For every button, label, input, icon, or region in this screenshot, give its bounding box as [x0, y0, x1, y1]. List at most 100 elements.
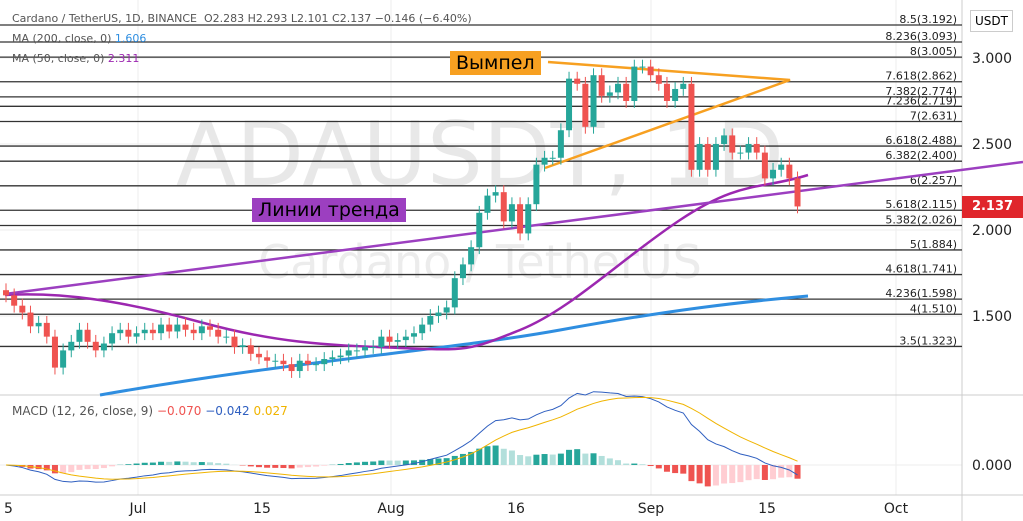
candle-body — [639, 66, 646, 68]
macd-histogram-bar — [704, 465, 711, 487]
candle-body — [672, 88, 679, 101]
candle-body — [729, 135, 736, 153]
macd-histogram-bar — [255, 465, 262, 468]
candle-body — [647, 66, 654, 76]
price-tick-label: 2.000 — [972, 223, 1012, 239]
candle-body — [125, 329, 132, 337]
candle-body — [362, 346, 369, 351]
time-tick-label: 15 — [758, 501, 776, 517]
candle-body — [109, 333, 116, 344]
time-tick-label: Jul — [129, 501, 147, 517]
candle-body — [370, 346, 377, 348]
legend-ma50: MA (50, close, 0) 2.311 — [12, 52, 140, 65]
candle-body — [337, 355, 344, 358]
candle-body — [158, 324, 165, 334]
macd-histogram-bar — [721, 465, 728, 484]
macd-histogram-bar — [647, 465, 654, 467]
candle-body — [141, 329, 148, 334]
candle-body — [76, 329, 83, 342]
candle-body — [11, 295, 18, 306]
candle-body — [508, 204, 515, 222]
fib-level-label: 4(1.510) — [910, 302, 957, 315]
candle-body — [590, 75, 597, 127]
candle-body — [166, 324, 173, 332]
candle-body — [207, 326, 213, 330]
candle-body — [582, 83, 589, 127]
macd-histogram-bar — [190, 462, 197, 465]
candle-body — [223, 336, 230, 338]
macd-histogram-bar — [166, 461, 173, 465]
fib-level-label: 7.236(2.719) — [885, 94, 957, 107]
candle-body — [174, 324, 181, 332]
macd-histogram-bar — [435, 458, 442, 465]
candle-body — [239, 345, 246, 347]
candle-body — [51, 336, 58, 368]
candle-body — [484, 195, 491, 213]
candle-body — [84, 329, 91, 342]
macd-histogram-bar — [729, 465, 736, 484]
candle-body — [459, 264, 466, 279]
candle-body — [606, 92, 613, 96]
candle-body — [427, 316, 434, 325]
candle-body — [68, 341, 75, 351]
fib-level-label: 7.618(2.862) — [885, 70, 957, 83]
candle-body — [443, 307, 450, 313]
candle-body — [770, 169, 777, 179]
macd-histogram-bar — [370, 461, 377, 465]
currency-button[interactable]: USDT — [970, 10, 1013, 32]
fib-level-label: 5.618(2.115) — [885, 198, 957, 211]
macd-histogram-bar — [321, 465, 328, 466]
candle-body — [615, 83, 621, 93]
candle-body — [133, 333, 140, 337]
macd-histogram-bar — [541, 454, 548, 465]
candle-body — [215, 329, 222, 337]
candle-body — [255, 353, 262, 358]
macd-histogram-bar — [149, 462, 156, 465]
macd-histogram-bar — [484, 446, 491, 465]
macd-histogram-bar — [272, 465, 279, 468]
macd-histogram-bar — [264, 465, 271, 468]
candle-body — [296, 360, 303, 372]
candle-body — [288, 364, 295, 372]
macd-tick-label: 0.000 — [972, 458, 1012, 474]
time-tick-label: 5 — [4, 501, 13, 517]
ma50-line — [4, 173, 809, 351]
candle-body — [631, 66, 638, 101]
candle-body — [272, 360, 279, 362]
macd-histogram-bar — [345, 463, 352, 465]
fib-level-label: 5.382(2.026) — [885, 214, 957, 227]
candle-body — [386, 336, 393, 342]
pennant-lines — [544, 60, 791, 170]
time-tick-label: Sep — [638, 501, 665, 517]
candle-body — [35, 322, 42, 327]
macd-histogram-bar — [761, 465, 768, 480]
macd-histogram-bar — [313, 465, 320, 467]
candle-body — [313, 364, 320, 366]
macd-histogram-bar — [508, 450, 515, 465]
macd-histogram-bar — [198, 462, 205, 465]
macd-histogram-bar — [680, 465, 687, 474]
macd-histogram-bar — [525, 456, 532, 465]
price-tick-label: 2.500 — [972, 137, 1012, 153]
macd-histogram-bar — [606, 458, 613, 465]
candle-body — [696, 144, 703, 170]
macd-histogram-bar — [631, 463, 638, 465]
legend-symbol: Cardano / TetherUS, 1D, BINANCE O2.283 H… — [12, 12, 472, 25]
candle-body — [329, 357, 336, 359]
candle-body — [280, 360, 287, 365]
candle-body — [525, 204, 532, 234]
time-tick-label: 16 — [507, 501, 525, 517]
candle-body — [190, 329, 197, 334]
time-tick-label: 15 — [253, 501, 271, 517]
macd-histogram-bar — [84, 465, 91, 470]
price-tick-label: 3.000 — [972, 51, 1012, 67]
candle-body — [27, 312, 34, 327]
macd-histogram-bar — [778, 465, 785, 478]
trendlines-label: Линии тренда — [252, 198, 406, 222]
current-price-tag: 2.137 — [962, 196, 1023, 218]
macd-histogram-bar — [451, 455, 458, 465]
candle-body — [231, 336, 238, 347]
candle-body — [435, 312, 442, 316]
candle-body — [247, 345, 254, 354]
